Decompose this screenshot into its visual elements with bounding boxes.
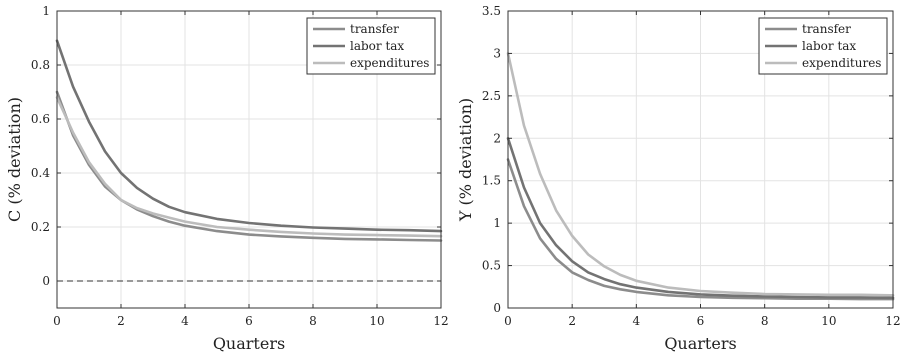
x-axis-label: Quarters [213, 334, 285, 353]
series-line-labor-tax [55, 39, 443, 233]
series-line-transfer [55, 90, 443, 242]
legend-label: expenditures [350, 56, 429, 70]
x-tick-label: 12 [433, 314, 448, 328]
series-line-transfer [506, 158, 895, 301]
x-axis-label: Quarters [664, 334, 736, 353]
legend-label: labor tax [350, 39, 404, 53]
y-tick-label: 0.6 [31, 112, 50, 126]
x-tick-label: 6 [697, 314, 705, 328]
legend: transfer labor tax expenditures [758, 17, 888, 75]
x-tick-label: 0 [53, 314, 61, 328]
legend: transfer labor tax expenditures [306, 17, 436, 75]
x-tick-label: 4 [633, 314, 641, 328]
y-tick-label: 0.5 [482, 259, 501, 273]
y-tick-label: 0.8 [31, 58, 50, 72]
y-tick-label: 2.5 [482, 89, 501, 103]
y-axis-label: C (% deviation) [5, 97, 24, 222]
x-tick-label: 8 [761, 314, 769, 328]
series-line-expenditures [55, 96, 443, 238]
legend-label: labor tax [802, 39, 856, 53]
series-line-expenditures [506, 52, 895, 297]
y-tick-label: 1 [493, 216, 501, 230]
x-tick-label: 2 [117, 314, 125, 328]
y-tick-label: 0 [493, 301, 501, 315]
y-axis-label: Y (% deviation) [456, 98, 475, 222]
x-tick-label: 10 [369, 314, 384, 328]
y-tick-label: 1 [42, 4, 50, 18]
consumption-panel: 0 2 4 6 8 10 12 0 0.2 0.4 0.6 0.8 1 Quarters C (% devi… [5, 4, 449, 353]
series-line-labor-tax [506, 137, 895, 300]
x-tick-label: 0 [504, 314, 512, 328]
legend-label: expenditures [802, 56, 881, 70]
y-tick-label: 0.2 [31, 220, 50, 234]
x-tick-label: 4 [181, 314, 189, 328]
x-tick-label: 8 [309, 314, 317, 328]
y-tick-label: 1.5 [482, 174, 501, 188]
x-tick-label: 6 [245, 314, 253, 328]
y-tick-label: 2 [493, 131, 501, 145]
y-tick-label: 3 [493, 46, 501, 60]
legend-label: transfer [802, 22, 851, 36]
y-tick-label: 0 [42, 274, 50, 288]
y-tick-label: 0.4 [31, 166, 50, 180]
x-tick-label: 12 [885, 314, 900, 328]
x-tick-label: 10 [821, 314, 836, 328]
output-panel: 0 2 4 6 8 10 12 0 0.5 1 1.5 2 2.5 3 3.5 Quarters Y (% de… [456, 4, 901, 353]
y-tick-label: 3.5 [482, 4, 501, 18]
legend-label: transfer [350, 22, 399, 36]
x-tick-label: 2 [568, 314, 576, 328]
